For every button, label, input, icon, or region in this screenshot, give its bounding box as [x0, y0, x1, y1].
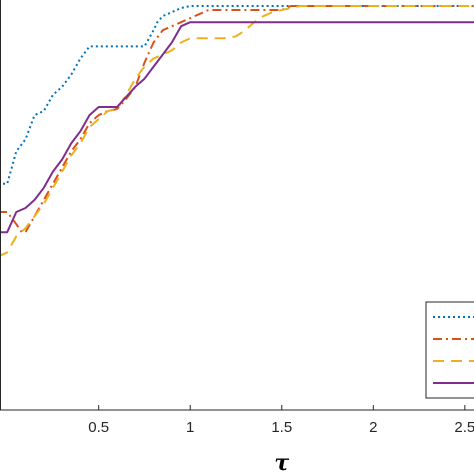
legend-items — [433, 316, 474, 384]
series-line-4 — [0, 21, 474, 234]
plot-frame — [0, 0, 474, 410]
x-axis-title: τ — [274, 450, 289, 474]
legend — [425, 301, 474, 399]
x-tick-label: 1.5 — [271, 419, 292, 436]
plot-area: 0.5 1 1.5 2 2.5 — [0, 0, 474, 436]
series-line-1 — [0, 5, 474, 185]
x-tick-label: 0.5 — [88, 419, 109, 436]
x-tick-label: 2.5 — [454, 419, 474, 436]
series-line-3 — [0, 5, 474, 257]
x-tick-label: 2 — [369, 419, 377, 436]
x-ticks: 0.5 1 1.5 2 2.5 — [88, 405, 474, 436]
series-layer — [0, 5, 474, 257]
x-tick-label: 1 — [186, 419, 194, 436]
